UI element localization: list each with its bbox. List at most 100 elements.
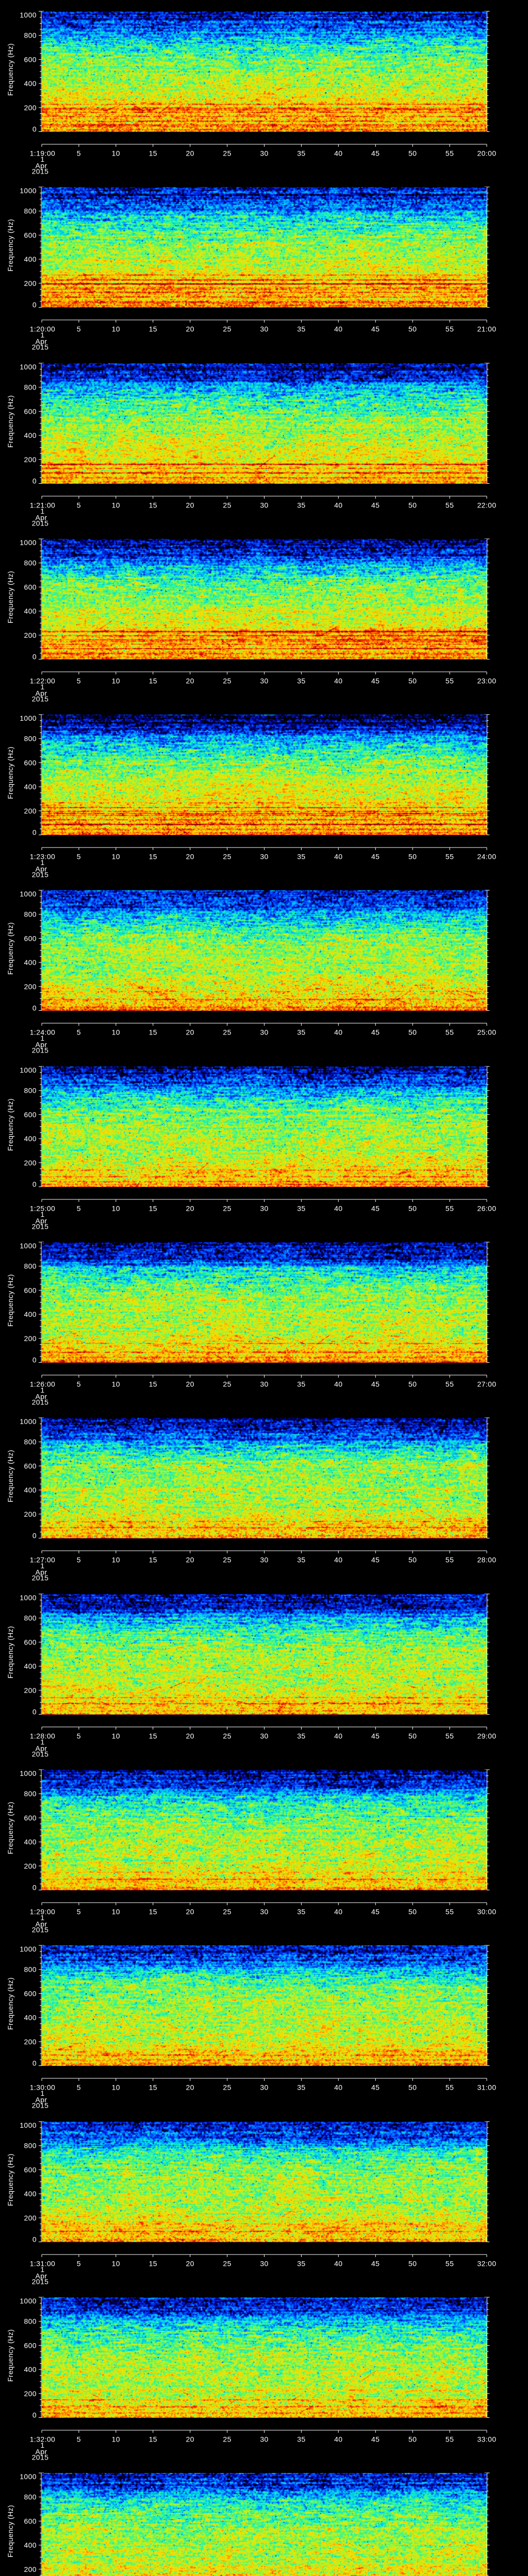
svg-text:30: 30 xyxy=(260,149,268,158)
svg-text:1: 1 xyxy=(40,1913,44,1922)
svg-text:600: 600 xyxy=(24,1989,37,1997)
svg-text:30: 30 xyxy=(260,853,268,861)
svg-text:Apr: Apr xyxy=(36,1217,47,1225)
svg-text:20: 20 xyxy=(186,149,194,158)
svg-text:55: 55 xyxy=(446,2083,454,2092)
svg-text:800: 800 xyxy=(24,559,37,567)
svg-text:200: 200 xyxy=(24,1159,37,1167)
svg-text:15: 15 xyxy=(149,853,157,861)
svg-text:55: 55 xyxy=(446,1732,454,1740)
svg-text:25: 25 xyxy=(223,2260,231,2268)
svg-text:10: 10 xyxy=(112,1205,120,1213)
svg-text:30: 30 xyxy=(260,1732,268,1740)
svg-text:Apr: Apr xyxy=(36,514,47,522)
svg-text:0: 0 xyxy=(32,1884,37,1892)
svg-text:10: 10 xyxy=(112,677,120,685)
svg-text:600: 600 xyxy=(24,231,37,239)
svg-text:25: 25 xyxy=(223,2435,231,2444)
svg-text:5: 5 xyxy=(77,1732,81,1740)
svg-text:0: 0 xyxy=(32,1356,37,1364)
svg-text:2015: 2015 xyxy=(32,1750,49,1758)
svg-text:5: 5 xyxy=(77,501,81,510)
svg-text:800: 800 xyxy=(24,735,37,743)
svg-text:15: 15 xyxy=(149,1205,157,1213)
svg-text:2015: 2015 xyxy=(32,519,49,528)
svg-text:1000: 1000 xyxy=(20,1594,37,1602)
svg-text:15: 15 xyxy=(149,1028,157,1037)
svg-text:5: 5 xyxy=(77,1205,81,1213)
svg-text:55: 55 xyxy=(446,1205,454,1213)
svg-text:50: 50 xyxy=(408,325,417,333)
svg-text:1:24:00: 1:24:00 xyxy=(30,1028,56,1037)
svg-text:1: 1 xyxy=(40,2089,44,2097)
svg-text:10: 10 xyxy=(112,1908,120,1916)
svg-text:40: 40 xyxy=(334,325,342,333)
svg-text:55: 55 xyxy=(446,677,454,685)
svg-text:200: 200 xyxy=(24,1686,37,1694)
svg-text:15: 15 xyxy=(149,501,157,510)
svg-text:15: 15 xyxy=(149,677,157,685)
svg-text:5: 5 xyxy=(77,1380,81,1388)
svg-text:45: 45 xyxy=(371,325,380,333)
svg-text:30: 30 xyxy=(260,325,268,333)
svg-text:50: 50 xyxy=(408,1028,417,1037)
svg-text:800: 800 xyxy=(24,1438,37,1446)
svg-text:20: 20 xyxy=(186,1028,194,1037)
svg-text:10: 10 xyxy=(112,1380,120,1388)
svg-text:Frequency (Hz): Frequency (Hz) xyxy=(6,2154,14,2206)
svg-text:35: 35 xyxy=(297,1380,305,1388)
svg-text:40: 40 xyxy=(334,501,342,510)
svg-text:5: 5 xyxy=(77,677,81,685)
svg-text:55: 55 xyxy=(446,1556,454,1564)
svg-text:600: 600 xyxy=(24,55,37,63)
svg-text:800: 800 xyxy=(24,2317,37,2326)
svg-text:20: 20 xyxy=(186,677,194,685)
svg-text:55: 55 xyxy=(446,1380,454,1388)
svg-text:20: 20 xyxy=(186,2435,194,2444)
svg-text:30: 30 xyxy=(260,1908,268,1916)
svg-text:800: 800 xyxy=(24,2493,37,2501)
svg-text:0: 0 xyxy=(32,1004,37,1012)
svg-text:Apr: Apr xyxy=(36,1041,47,1049)
svg-text:28:00: 28:00 xyxy=(477,1556,496,1564)
svg-text:15: 15 xyxy=(149,2260,157,2268)
svg-text:26:00: 26:00 xyxy=(477,1205,496,1213)
svg-text:20:00: 20:00 xyxy=(477,149,496,158)
svg-text:35: 35 xyxy=(297,1556,305,1564)
svg-text:30: 30 xyxy=(260,2083,268,2092)
svg-text:600: 600 xyxy=(24,1462,37,1470)
svg-text:600: 600 xyxy=(24,1286,37,1294)
svg-text:1: 1 xyxy=(40,1738,44,1746)
svg-text:1:31:00: 1:31:00 xyxy=(30,2260,56,2268)
svg-text:200: 200 xyxy=(24,807,37,815)
svg-text:400: 400 xyxy=(24,2541,37,2549)
svg-text:600: 600 xyxy=(24,758,37,767)
svg-text:Apr: Apr xyxy=(36,865,47,873)
svg-text:200: 200 xyxy=(24,2389,37,2398)
svg-text:1000: 1000 xyxy=(20,1242,37,1250)
svg-text:35: 35 xyxy=(297,501,305,510)
svg-text:20: 20 xyxy=(186,1205,194,1213)
svg-text:Frequency (Hz): Frequency (Hz) xyxy=(6,922,14,975)
svg-text:40: 40 xyxy=(334,677,342,685)
svg-text:1: 1 xyxy=(40,1562,44,1570)
svg-text:45: 45 xyxy=(371,1556,380,1564)
svg-text:25: 25 xyxy=(223,1556,231,1564)
svg-text:29:00: 29:00 xyxy=(477,1732,496,1740)
svg-text:400: 400 xyxy=(24,958,37,967)
svg-text:50: 50 xyxy=(408,677,417,685)
svg-text:5: 5 xyxy=(77,853,81,861)
svg-text:50: 50 xyxy=(408,2260,417,2268)
svg-text:400: 400 xyxy=(24,2013,37,2022)
svg-text:Frequency (Hz): Frequency (Hz) xyxy=(6,747,14,799)
svg-text:30: 30 xyxy=(260,501,268,510)
svg-text:1000: 1000 xyxy=(20,187,37,195)
svg-text:20: 20 xyxy=(186,1380,194,1388)
svg-text:600: 600 xyxy=(24,583,37,591)
svg-text:Apr: Apr xyxy=(36,689,47,698)
svg-text:1: 1 xyxy=(40,2441,44,2449)
svg-text:40: 40 xyxy=(334,1908,342,1916)
svg-text:27:00: 27:00 xyxy=(477,1380,496,1388)
svg-text:20: 20 xyxy=(186,853,194,861)
svg-text:35: 35 xyxy=(297,325,305,333)
